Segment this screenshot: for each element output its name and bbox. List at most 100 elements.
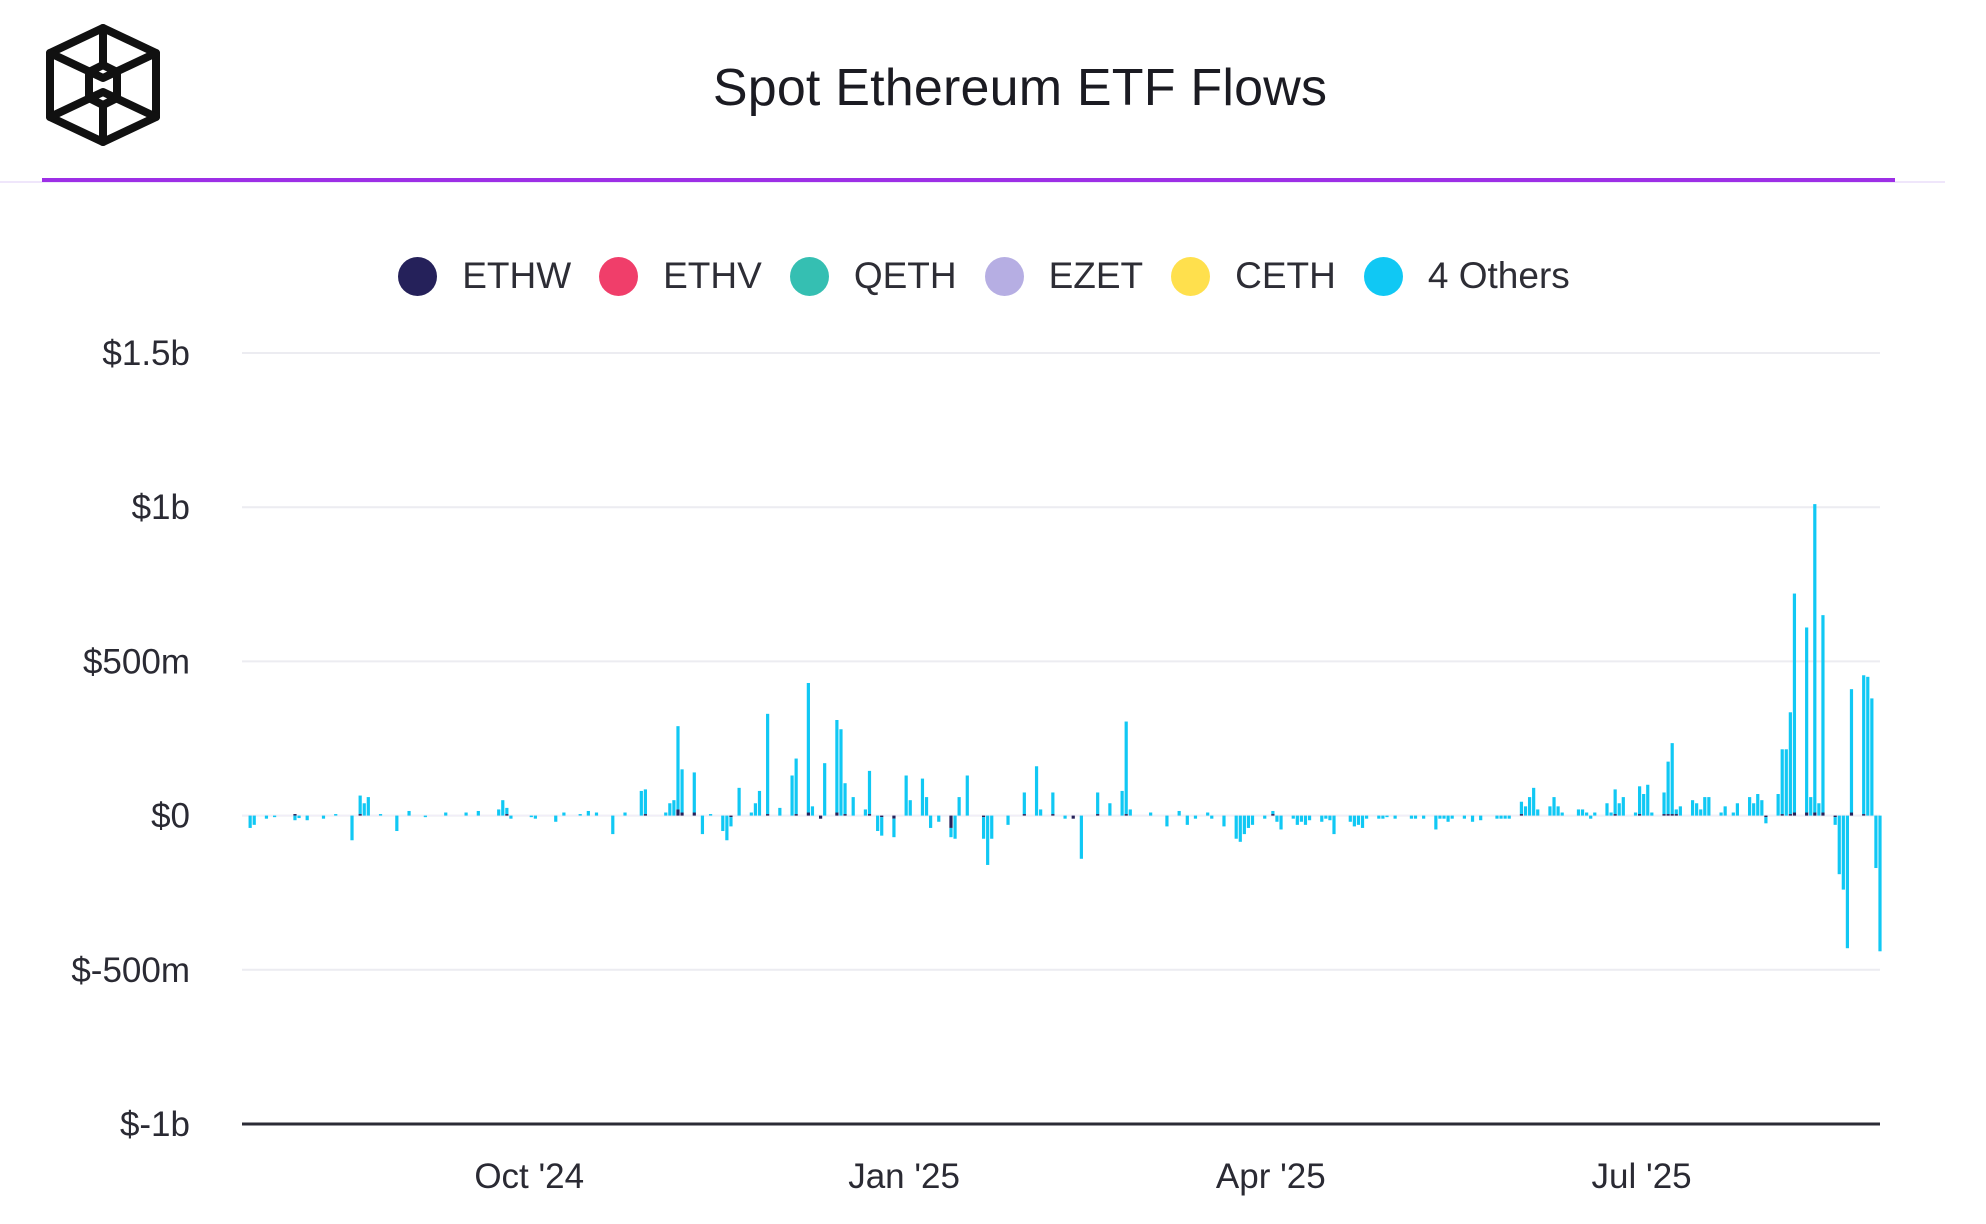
bar-others[interactable] (937, 815, 941, 822)
bar-ethw[interactable] (867, 814, 872, 816)
bar-others[interactable] (851, 797, 855, 816)
bar-others[interactable] (1222, 815, 1226, 827)
bar-ethw[interactable] (505, 814, 509, 816)
bar-others[interactable] (334, 814, 338, 816)
bar-others[interactable] (1006, 815, 1010, 825)
bar-others[interactable] (1328, 815, 1332, 821)
bar-others[interactable] (444, 812, 448, 816)
bar-others[interactable] (1385, 815, 1389, 818)
bar-others[interactable] (1845, 815, 1850, 949)
bar-others[interactable] (1609, 812, 1613, 816)
bar-others[interactable] (1776, 794, 1780, 816)
bar-others[interactable] (823, 763, 827, 816)
bar-others[interactable] (1874, 815, 1878, 869)
bar-ethw[interactable] (293, 814, 297, 816)
bar-others[interactable] (578, 814, 582, 816)
bar-others[interactable] (1589, 815, 1593, 819)
bar-others[interactable] (1833, 817, 1837, 825)
bar-others[interactable] (892, 818, 896, 838)
bar-ethw[interactable] (1849, 812, 1854, 816)
bar-others[interactable] (1275, 815, 1279, 822)
bar-others[interactable] (264, 815, 269, 819)
bar-ethw[interactable] (1271, 814, 1275, 816)
legend-item-qeth[interactable]: QETH (789, 255, 957, 297)
bar-others[interactable] (1809, 797, 1813, 816)
bar-others[interactable] (1585, 812, 1589, 816)
bar-others[interactable] (949, 827, 953, 838)
bar-others[interactable] (1271, 810, 1275, 815)
bar-others[interactable] (1434, 815, 1438, 830)
bar-others[interactable] (1446, 815, 1450, 822)
bar-others[interactable] (1849, 689, 1854, 813)
bar-others[interactable] (1079, 815, 1083, 859)
bar-others[interactable] (321, 815, 326, 819)
bar-others[interactable] (509, 815, 513, 819)
bar-others[interactable] (876, 815, 880, 832)
legend-item-others[interactable]: 4 Others (1363, 255, 1570, 297)
bar-others[interactable] (1442, 815, 1446, 819)
bar-others[interactable] (1234, 815, 1238, 839)
bar-ethw[interactable] (680, 812, 684, 816)
bar-others[interactable] (1784, 749, 1788, 816)
bar-others[interactable] (1788, 712, 1792, 815)
legend-item-ethv[interactable]: ETHV (599, 255, 762, 297)
bar-ethw[interactable] (1071, 815, 1075, 819)
bar-ethw[interactable] (949, 815, 953, 828)
bar-others[interactable] (1250, 815, 1255, 825)
bar-others[interactable] (362, 803, 366, 816)
bar-ethw[interactable] (1862, 814, 1866, 816)
bar-others[interactable] (668, 803, 672, 816)
bar-others[interactable] (1642, 794, 1646, 816)
bar-others[interactable] (1866, 676, 1870, 816)
bar-others[interactable] (794, 758, 798, 815)
bar-others[interactable] (529, 815, 533, 818)
bar-others[interactable] (920, 778, 925, 816)
bar-ethw[interactable] (676, 809, 680, 816)
bar-ethw[interactable] (1764, 815, 1768, 818)
bar-ethw[interactable] (892, 815, 896, 819)
bar-others[interactable] (586, 810, 590, 816)
bar-others[interactable] (1295, 815, 1299, 825)
bar-others[interactable] (1719, 812, 1723, 816)
bar-others[interactable] (378, 814, 383, 816)
bar-others[interactable] (778, 807, 782, 816)
bar-ethw[interactable] (692, 812, 696, 816)
bar-others[interactable] (1263, 815, 1267, 819)
bar-others[interactable] (1034, 766, 1039, 816)
bar-others[interactable] (1124, 721, 1128, 815)
bar-ethw[interactable] (1833, 815, 1837, 818)
bar-others[interactable] (407, 810, 411, 816)
bar-others[interactable] (1760, 800, 1764, 816)
bar-others[interactable] (611, 815, 615, 835)
bar-others[interactable] (476, 810, 480, 816)
bar-others[interactable] (1108, 803, 1112, 816)
bar-others[interactable] (1332, 815, 1336, 835)
bar-others[interactable] (366, 797, 370, 816)
bar-ethw[interactable] (1813, 812, 1817, 816)
bar-others[interactable] (1470, 815, 1475, 822)
bar-others[interactable] (1348, 815, 1352, 822)
legend-item-ethw[interactable]: ETHW (398, 255, 571, 297)
bar-ethw[interactable] (1792, 812, 1797, 816)
bar-others[interactable] (305, 815, 309, 821)
bar-others[interactable] (953, 815, 957, 839)
bar-others[interactable] (729, 817, 733, 827)
bar-others[interactable] (1393, 815, 1397, 819)
bar-others[interactable] (1707, 797, 1711, 816)
bar-others[interactable] (700, 815, 705, 835)
bar-others[interactable] (1291, 815, 1295, 819)
bar-others[interactable] (1662, 792, 1666, 815)
bar-others[interactable] (533, 815, 537, 819)
bar-others[interactable] (1360, 815, 1365, 828)
bar-others[interactable] (1149, 812, 1153, 816)
bar-others[interactable] (1320, 815, 1324, 822)
bar-others[interactable] (1022, 792, 1026, 815)
bar-others[interactable] (863, 809, 868, 816)
bar-others[interactable] (1813, 504, 1817, 813)
bar-others[interactable] (1593, 812, 1597, 816)
bar-others[interactable] (1409, 815, 1414, 819)
bar-others[interactable] (272, 815, 277, 818)
bar-ethw[interactable] (1674, 814, 1678, 816)
bar-others[interactable] (1527, 797, 1532, 816)
bar-others[interactable] (1650, 812, 1654, 816)
